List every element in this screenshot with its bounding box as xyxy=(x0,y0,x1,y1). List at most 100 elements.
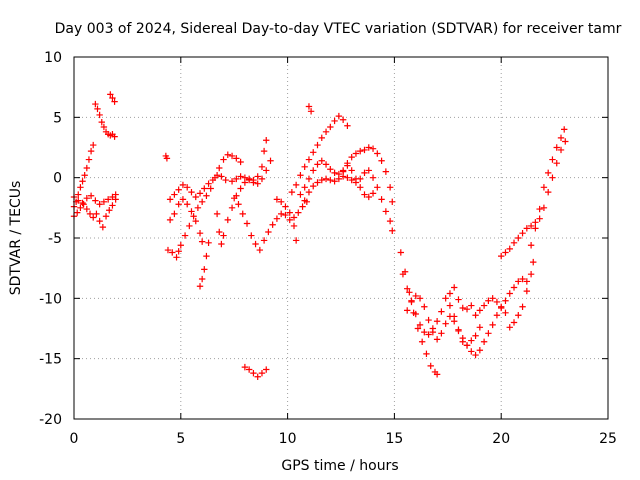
data-point xyxy=(493,312,501,319)
data-point xyxy=(194,204,202,212)
data-point xyxy=(258,163,266,171)
data-point xyxy=(177,242,184,249)
data-point xyxy=(327,123,334,131)
data-point xyxy=(305,188,313,196)
data-point xyxy=(416,321,424,329)
data-point xyxy=(468,337,475,344)
data-point xyxy=(286,209,293,216)
data-point xyxy=(386,217,394,225)
data-point xyxy=(112,191,119,198)
data-point xyxy=(250,176,257,184)
data-point xyxy=(397,249,405,256)
data-point xyxy=(318,176,325,184)
data-point xyxy=(237,185,244,192)
data-point xyxy=(305,103,313,110)
data-point xyxy=(213,172,221,179)
data-point xyxy=(233,155,240,162)
data-point xyxy=(310,182,317,190)
data-point xyxy=(100,198,108,205)
data-point xyxy=(421,303,428,310)
data-point xyxy=(523,225,531,232)
data-point xyxy=(239,210,246,218)
data-point xyxy=(510,319,518,326)
data-point xyxy=(335,112,343,120)
data-point xyxy=(318,134,325,142)
data-point xyxy=(510,239,518,247)
data-point xyxy=(173,254,180,261)
data-point xyxy=(295,209,302,216)
x-axis: 0 5 10 15 20 25 xyxy=(70,57,617,447)
data-point xyxy=(188,208,195,215)
data-point xyxy=(327,176,334,184)
data-point xyxy=(425,331,432,338)
data-point xyxy=(83,164,91,172)
data-point xyxy=(523,278,531,285)
data-point xyxy=(562,138,569,145)
data-point xyxy=(374,184,381,191)
data-point xyxy=(557,146,565,154)
data-point xyxy=(175,248,182,255)
chart-title: Day 003 of 2024, Sidereal Day-to-day VTE… xyxy=(55,21,622,37)
data-point xyxy=(322,161,330,168)
data-point xyxy=(87,192,95,199)
data-point xyxy=(378,157,385,164)
data-point xyxy=(498,252,505,260)
y-tick-label: 0 xyxy=(53,171,62,187)
data-point xyxy=(348,167,355,174)
data-point xyxy=(83,205,91,213)
data-point xyxy=(369,190,377,197)
data-point xyxy=(519,229,526,237)
data-point xyxy=(382,168,390,175)
data-point xyxy=(510,284,518,291)
data-point xyxy=(109,193,116,201)
data-point xyxy=(515,312,522,319)
data-point xyxy=(166,196,174,203)
data-point xyxy=(527,271,535,278)
data-point xyxy=(357,175,364,183)
data-point xyxy=(515,278,522,285)
data-point xyxy=(339,168,347,175)
data-point xyxy=(186,222,193,230)
data-point xyxy=(322,128,330,136)
data-point xyxy=(93,210,100,218)
data-point xyxy=(382,208,390,215)
data-point xyxy=(344,122,351,129)
data-point xyxy=(292,237,300,244)
data-point xyxy=(301,184,308,191)
data-point xyxy=(109,94,116,102)
x-tick-label: 10 xyxy=(279,431,297,447)
data-point xyxy=(527,242,535,249)
y-tick-label: 5 xyxy=(53,110,62,126)
data-point xyxy=(181,232,189,239)
data-point xyxy=(231,194,238,202)
data-point xyxy=(540,184,548,191)
data-point xyxy=(468,348,475,355)
data-point xyxy=(258,175,266,183)
data-point xyxy=(102,213,110,220)
data-point xyxy=(369,145,377,152)
data-point xyxy=(196,283,204,290)
data-point xyxy=(282,203,289,210)
data-point xyxy=(425,316,432,324)
data-point xyxy=(301,197,308,204)
data-point xyxy=(301,163,308,171)
data-point xyxy=(406,289,413,296)
data-point xyxy=(104,196,112,203)
data-point xyxy=(530,258,537,266)
data-point xyxy=(553,144,560,151)
data-point xyxy=(519,303,526,310)
data-point xyxy=(171,210,178,218)
x-tick-label: 25 xyxy=(599,431,617,447)
data-point xyxy=(228,152,236,160)
data-point xyxy=(459,338,466,345)
data-point xyxy=(532,225,539,232)
data-point xyxy=(260,237,268,244)
data-point xyxy=(252,240,259,248)
data-point xyxy=(310,149,317,156)
data-point xyxy=(399,271,407,278)
y-tick-label: 10 xyxy=(44,50,62,66)
data-point xyxy=(549,174,556,181)
data-point xyxy=(297,172,304,179)
data-point xyxy=(476,307,484,314)
